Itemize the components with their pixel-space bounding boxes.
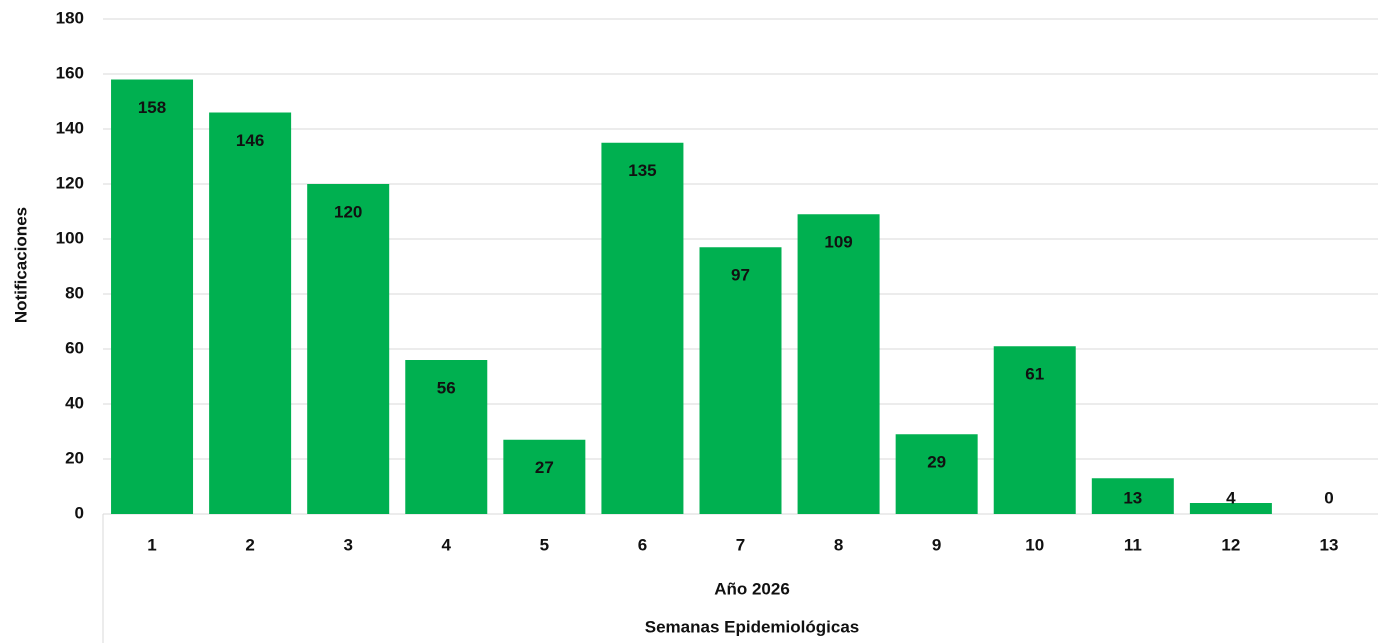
bar xyxy=(993,346,1076,514)
data-label: 56 xyxy=(437,378,456,397)
y-tick-label: 20 xyxy=(65,448,84,467)
x-tick-label: 13 xyxy=(1320,535,1339,554)
bar xyxy=(1189,503,1272,514)
bar xyxy=(111,79,194,514)
x-tick-label: 12 xyxy=(1221,535,1240,554)
x-tick-label: 6 xyxy=(638,535,647,554)
data-label: 0 xyxy=(1324,488,1333,507)
data-label: 13 xyxy=(1123,488,1142,507)
y-tick-label: 160 xyxy=(56,63,84,82)
bar xyxy=(699,247,782,514)
y-tick-label: 180 xyxy=(56,8,84,27)
data-label: 109 xyxy=(824,233,852,252)
y-tick-label: 40 xyxy=(65,393,84,412)
x-tick-label: 11 xyxy=(1124,535,1142,554)
data-label: 61 xyxy=(1025,365,1044,384)
data-label: 4 xyxy=(1226,488,1236,507)
bar xyxy=(503,439,586,514)
data-label: 146 xyxy=(236,131,264,150)
data-label: 135 xyxy=(628,161,656,180)
y-tick-label: 100 xyxy=(56,228,84,247)
bar xyxy=(797,214,880,514)
x-axis-label: Semanas Epidemiológicas xyxy=(645,617,859,636)
y-tick-label: 140 xyxy=(56,118,84,137)
y-tick-label: 60 xyxy=(65,338,84,357)
x-tick-label: 5 xyxy=(540,535,549,554)
x-tick-label: 8 xyxy=(834,535,843,554)
y-tick-label: 0 xyxy=(75,503,84,522)
bar xyxy=(895,434,978,514)
x-tick-label: 2 xyxy=(245,535,254,554)
x-tick-label: 10 xyxy=(1025,535,1044,554)
bar xyxy=(307,184,390,514)
x-tick-label: 4 xyxy=(442,535,452,554)
bar xyxy=(209,112,292,514)
data-label: 97 xyxy=(731,266,750,285)
data-label: 27 xyxy=(535,458,554,477)
bar xyxy=(601,142,684,514)
x-tick-label: 3 xyxy=(343,535,352,554)
y-axis-label: Notificaciones xyxy=(11,207,30,323)
data-label: 120 xyxy=(334,202,362,221)
data-label: 29 xyxy=(927,453,946,472)
y-tick-label: 80 xyxy=(65,283,84,302)
x-tick-label: 9 xyxy=(932,535,941,554)
bar xyxy=(1091,478,1174,514)
x-group-label: Año 2026 xyxy=(714,579,790,598)
data-label: 158 xyxy=(138,98,166,117)
x-tick-label: 1 xyxy=(147,535,156,554)
x-tick-label: 7 xyxy=(736,535,745,554)
bar xyxy=(405,360,488,514)
y-tick-label: 120 xyxy=(56,173,84,192)
